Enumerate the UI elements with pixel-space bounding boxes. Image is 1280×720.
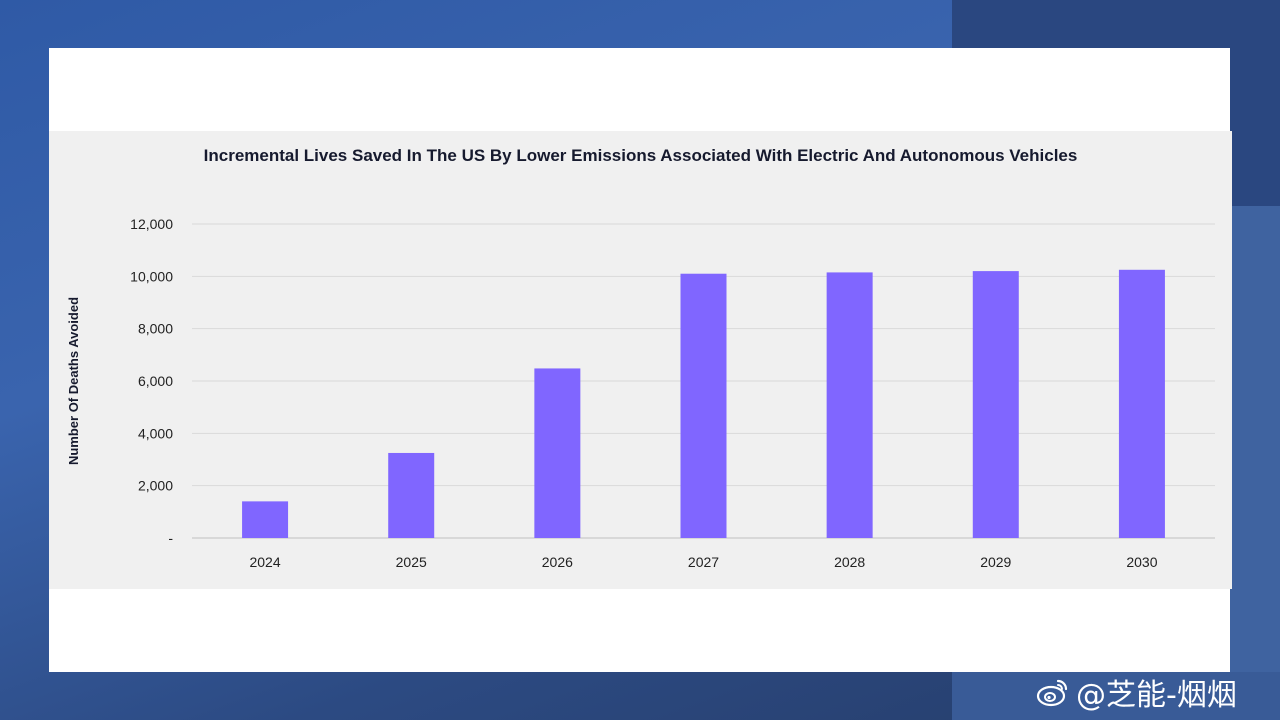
x-tick-label: 2030 xyxy=(1126,554,1157,570)
y-tick-label: 8,000 xyxy=(138,321,173,337)
x-tick-label: 2027 xyxy=(688,554,719,570)
watermark-text: @芝能-烟烟 xyxy=(1076,678,1237,713)
background-block-right xyxy=(1230,206,1280,720)
background-block-bottom-right xyxy=(952,672,1280,720)
y-tick-label: - xyxy=(168,530,173,546)
x-tick-label: 2028 xyxy=(834,554,865,570)
bar xyxy=(1118,269,1165,538)
watermark: @芝能-烟烟 xyxy=(1036,672,1276,713)
y-tick-label: 12,000 xyxy=(130,216,173,232)
weibo-icon xyxy=(1036,679,1068,707)
bar xyxy=(242,501,289,538)
x-tick-label: 2025 xyxy=(396,554,427,570)
y-tick-label: 2,000 xyxy=(138,478,173,494)
bar xyxy=(972,271,1019,538)
x-tick-label: 2026 xyxy=(542,554,573,570)
y-tick-label: 6,000 xyxy=(138,373,173,389)
bar xyxy=(826,272,873,538)
y-tick-label: 4,000 xyxy=(138,425,173,441)
bar xyxy=(534,368,581,538)
bar xyxy=(388,452,435,538)
y-tick-label: 10,000 xyxy=(130,268,173,284)
chart-title: Incremental Lives Saved In The US By Low… xyxy=(203,146,1078,165)
bar xyxy=(680,273,727,538)
y-axis-title: Number Of Deaths Avoided xyxy=(66,297,81,465)
x-tick-label: 2029 xyxy=(980,554,1011,570)
x-tick-label: 2024 xyxy=(249,554,280,570)
